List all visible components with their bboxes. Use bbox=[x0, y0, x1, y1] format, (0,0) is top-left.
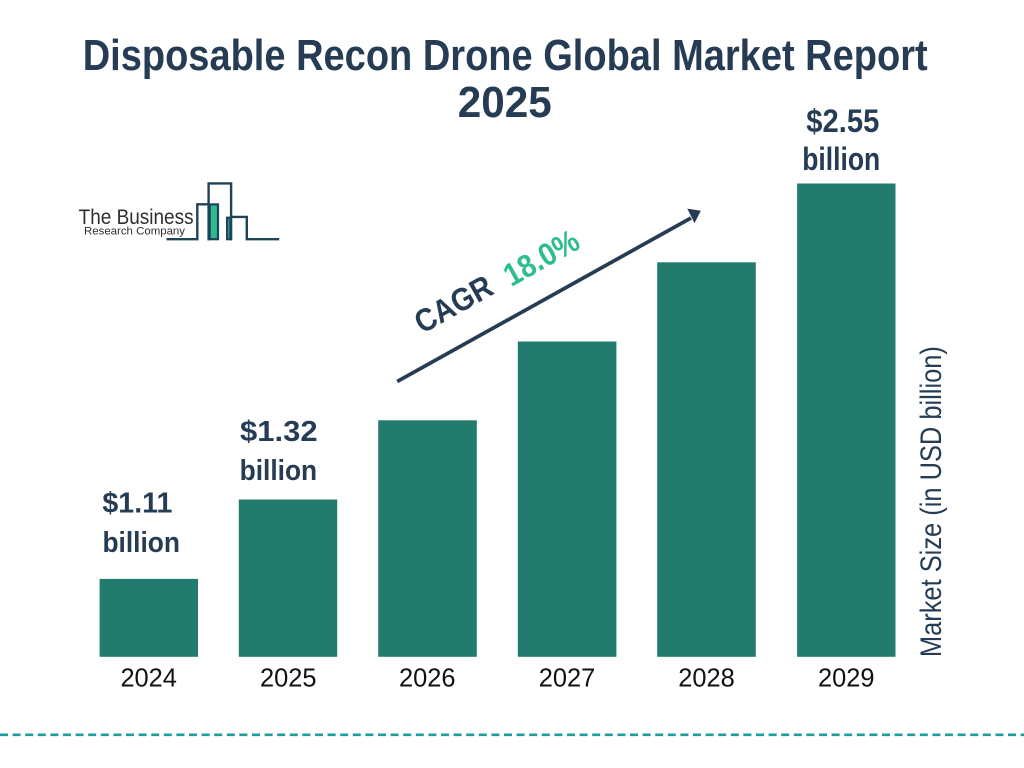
svg-text:$1.32: $1.32 bbox=[240, 416, 318, 448]
svg-text:2024: 2024 bbox=[120, 663, 177, 693]
svg-text:2025: 2025 bbox=[260, 663, 317, 693]
svg-text:billion: billion bbox=[102, 527, 180, 559]
svg-text:billion: billion bbox=[802, 141, 880, 177]
svg-text:Market Size (in USD billion): Market Size (in USD billion) bbox=[915, 346, 948, 657]
svg-text:2025: 2025 bbox=[458, 79, 552, 127]
svg-text:2027: 2027 bbox=[539, 663, 596, 693]
svg-text:2029: 2029 bbox=[818, 663, 875, 693]
svg-text:2028: 2028 bbox=[678, 663, 735, 693]
svg-text:$2.55: $2.55 bbox=[806, 103, 879, 139]
svg-text:Research Company: Research Company bbox=[84, 225, 185, 237]
svg-text:$1.11: $1.11 bbox=[102, 488, 172, 520]
svg-text:The Business: The Business bbox=[79, 204, 194, 229]
svg-text:CAGR: CAGR bbox=[408, 268, 499, 341]
svg-text:2026: 2026 bbox=[399, 663, 456, 693]
svg-text:Disposable Recon Drone Global: Disposable Recon Drone Global Market Rep… bbox=[83, 32, 928, 80]
svg-text:billion: billion bbox=[240, 455, 318, 487]
